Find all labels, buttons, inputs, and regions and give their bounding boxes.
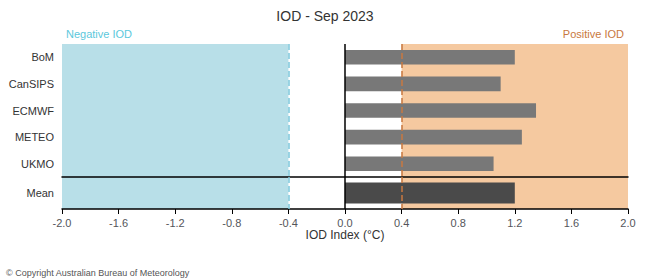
svg-text:1.6: 1.6 [564, 217, 579, 229]
svg-text:-0.4: -0.4 [279, 217, 298, 229]
svg-text:1.2: 1.2 [507, 217, 522, 229]
svg-text:IOD - Sep 2023: IOD - Sep 2023 [276, 8, 373, 24]
svg-text:ECMWF: ECMWF [12, 105, 54, 117]
svg-text:0.0: 0.0 [337, 217, 352, 229]
svg-text:Positive IOD: Positive IOD [563, 28, 624, 40]
svg-text:0.4: 0.4 [394, 217, 409, 229]
svg-text:© Copyright Australian Bureau: © Copyright Australian Bureau of Meteoro… [6, 268, 190, 278]
svg-text:0.8: 0.8 [451, 217, 466, 229]
svg-text:-1.2: -1.2 [166, 217, 185, 229]
svg-text:2.0: 2.0 [620, 217, 635, 229]
svg-text:Mean: Mean [26, 187, 54, 199]
svg-text:UKMO: UKMO [21, 158, 54, 170]
svg-text:IOD Index (°C): IOD Index (°C) [306, 228, 385, 242]
svg-text:BoM: BoM [31, 51, 54, 63]
svg-text:METEO: METEO [15, 131, 55, 143]
svg-text:-1.6: -1.6 [109, 217, 128, 229]
svg-text:-0.8: -0.8 [222, 217, 241, 229]
svg-text:-2.0: -2.0 [53, 217, 72, 229]
svg-text:CanSIPS: CanSIPS [9, 78, 54, 90]
svg-text:Negative IOD: Negative IOD [66, 28, 132, 40]
